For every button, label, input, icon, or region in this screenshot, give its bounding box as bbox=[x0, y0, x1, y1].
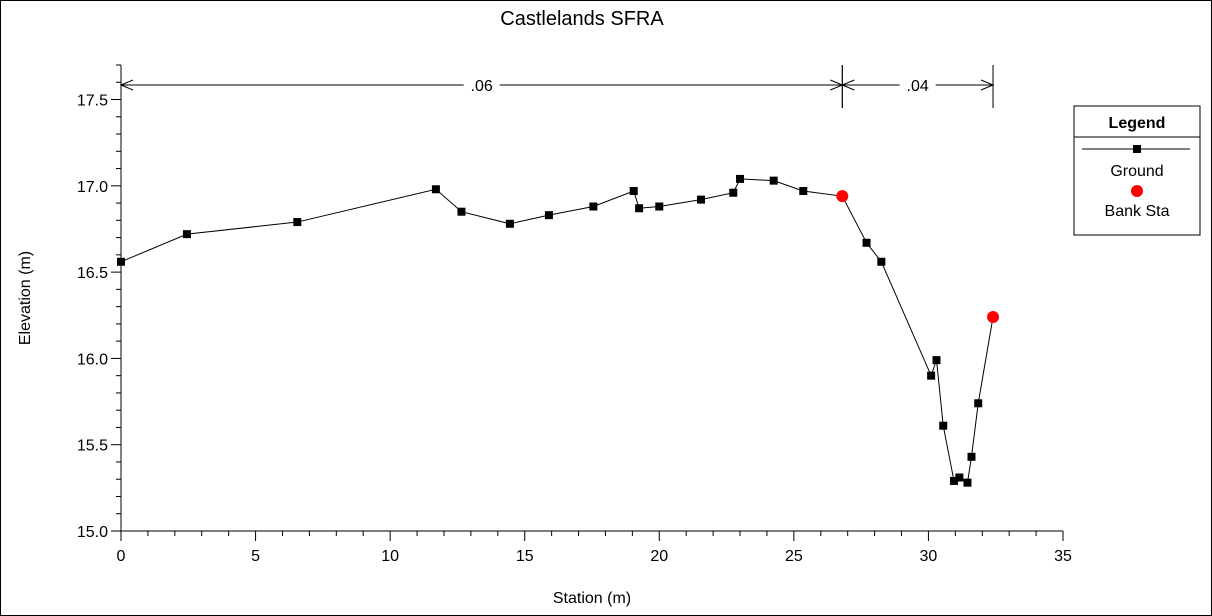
x-tick-label: 10 bbox=[381, 548, 399, 565]
roughness-zone-1: .04 bbox=[841, 65, 995, 108]
x-tick-label: 20 bbox=[650, 548, 668, 565]
chart-title: Castlelands SFRA bbox=[500, 8, 664, 30]
y-tick-label: 16.0 bbox=[77, 351, 108, 368]
ground-point bbox=[505, 219, 514, 228]
ground-point bbox=[589, 202, 598, 211]
ground-point bbox=[769, 176, 778, 185]
legend-ground-marker bbox=[1133, 145, 1141, 153]
legend-bank-sta-marker bbox=[1131, 185, 1143, 197]
ground-point bbox=[544, 211, 553, 220]
ground-point bbox=[949, 476, 958, 485]
x-tick-label: 15 bbox=[516, 548, 534, 565]
y-axis-label: Elevation (m) bbox=[17, 251, 34, 345]
zone-label: .06 bbox=[471, 78, 493, 95]
ground-point bbox=[293, 218, 302, 227]
ground-point bbox=[967, 452, 976, 461]
legend-title: Legend bbox=[1109, 115, 1166, 132]
ground-point bbox=[862, 238, 871, 247]
legend-entry-bank-sta: Bank Sta bbox=[1105, 203, 1170, 220]
x-tick-label: 5 bbox=[251, 548, 260, 565]
y-tick-label: 15.0 bbox=[77, 524, 108, 541]
series-layer bbox=[117, 174, 1000, 487]
ground-point bbox=[635, 204, 644, 213]
plot-area: 0 5 10 15 20 25 30 35 15.015.516.016.517.017.5 … bbox=[77, 64, 1072, 565]
ground-point bbox=[629, 186, 638, 195]
ground-point bbox=[655, 202, 664, 211]
ground-point bbox=[182, 230, 191, 239]
roughness-zone-0: .06 bbox=[119, 65, 844, 108]
roughness-zones: .06 .04 bbox=[119, 65, 995, 108]
y-tick-label: 15.5 bbox=[77, 438, 108, 455]
legend-box bbox=[1073, 105, 1201, 236]
ground-point bbox=[963, 478, 972, 487]
ground-point bbox=[939, 421, 948, 430]
y-tick-label: 16.5 bbox=[77, 265, 108, 282]
bank-sta-point bbox=[987, 310, 1000, 323]
ground-point bbox=[117, 257, 125, 266]
ground-point bbox=[877, 257, 886, 266]
legend: Legend Ground Bank Sta bbox=[1073, 105, 1201, 236]
legend-entry-ground: Ground bbox=[1110, 163, 1163, 180]
x-tick-label: 35 bbox=[1054, 548, 1072, 565]
ground-point bbox=[729, 188, 738, 197]
ground-point bbox=[927, 371, 936, 380]
ground-point bbox=[799, 186, 808, 195]
zone-arrow-left bbox=[841, 79, 855, 91]
zone-arrow-right bbox=[980, 79, 995, 91]
x-tick-label: 30 bbox=[920, 548, 938, 565]
x-tick-label: 0 bbox=[117, 548, 126, 565]
ground-point bbox=[697, 195, 706, 204]
y-ticks: 15.0 15.5 16.0 16.5 17.0 17.5 bbox=[77, 64, 121, 541]
x-tick-label: 25 bbox=[785, 548, 803, 565]
y-tick-label: 17.0 bbox=[77, 179, 108, 196]
ground-line bbox=[120, 178, 994, 484]
zone-arrow-left bbox=[119, 79, 134, 91]
zone-label: .04 bbox=[907, 78, 929, 95]
x-axis-label: Station (m) bbox=[553, 590, 631, 607]
ground-point bbox=[955, 473, 964, 482]
bank-sta-point bbox=[836, 190, 849, 203]
y-tick-label: 17.5 bbox=[77, 93, 108, 110]
ground-point bbox=[932, 356, 941, 365]
ground-point bbox=[457, 207, 466, 216]
ground-point bbox=[431, 185, 440, 194]
ground-point bbox=[736, 174, 745, 183]
ground-point bbox=[974, 399, 983, 408]
x-ticks: 0 5 10 15 20 25 30 35 bbox=[117, 531, 1072, 565]
